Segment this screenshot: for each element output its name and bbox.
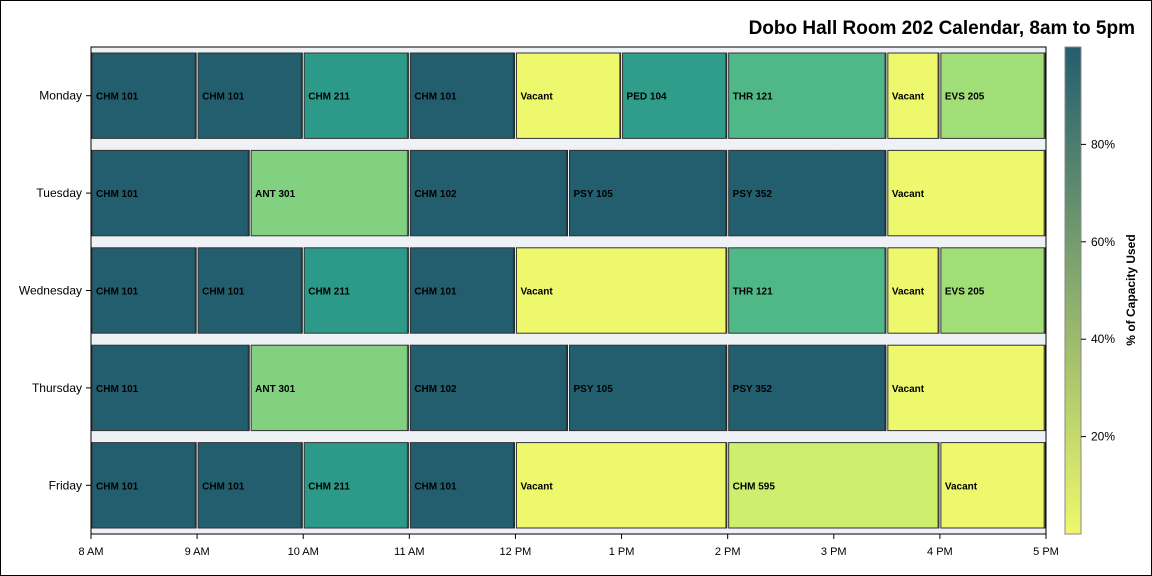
x-tick-label: 10 AM [288, 546, 319, 558]
booking-label: CHM 101 [96, 92, 139, 103]
colorbar-tick-label: 20% [1091, 430, 1115, 444]
colorbar-tick-label: 40% [1091, 332, 1115, 346]
y-tick-label: Wednesday [19, 284, 82, 298]
booking-bar [250, 344, 409, 432]
x-tick-label: 5 PM [1033, 546, 1059, 558]
x-tick-label: 8 AM [78, 546, 103, 558]
booking-label: PSY 105 [574, 189, 614, 200]
booking-label: PSY 105 [574, 384, 614, 395]
booking-bar [409, 442, 515, 529]
booking-label: CHM 101 [202, 481, 245, 492]
booking-bar [940, 247, 1046, 334]
booking-bar [303, 442, 409, 529]
booking-bar [515, 52, 622, 139]
booking-label: CHM 101 [414, 481, 457, 492]
y-tick-label: Monday [39, 89, 82, 103]
booking-bar [940, 52, 1046, 139]
x-tick-label: 12 PM [500, 546, 532, 558]
booking-label: CHM 101 [96, 481, 139, 492]
colorbar-gradient [1064, 46, 1082, 535]
x-tick-label: 1 PM [609, 546, 635, 558]
booking-label: Vacant [520, 92, 553, 103]
row-band [91, 339, 1046, 437]
booking-label: PSY 352 [733, 384, 773, 395]
booking-bar [91, 247, 197, 334]
booking-bar [91, 149, 250, 237]
booking-bar [728, 247, 887, 334]
booking-bar [91, 344, 250, 432]
booking-label: CHM 101 [96, 287, 139, 298]
booking-label: EVS 205 [945, 92, 985, 103]
booking-bar [515, 247, 728, 334]
bookings: CHM 101 CHM 101 CHM 211 CHM 101 Vacant PED 10… [91, 52, 1046, 529]
booking-bar [409, 149, 569, 237]
booking-label: Vacant [520, 481, 553, 492]
booking-bar [409, 344, 569, 432]
booking-bar [622, 52, 728, 139]
booking-bar [728, 344, 887, 432]
booking-label: Vacant [892, 92, 925, 103]
booking-label: CHM 102 [414, 384, 457, 395]
booking-label: Vacant [520, 287, 553, 298]
booking-bar [569, 344, 728, 432]
chart-title: Dobo Hall Room 202 Calendar, 8am to 5pm [749, 18, 1135, 39]
booking-label: EVS 205 [945, 287, 985, 298]
booking-label: CHM 101 [96, 384, 139, 395]
booking-label: ANT 301 [255, 189, 295, 200]
x-tick-label: 2 PM [715, 546, 741, 558]
booking-label: Vacant [945, 481, 978, 492]
booking-bar [197, 442, 303, 529]
y-tick-label: Friday [49, 478, 82, 492]
x-tick-label: 11 AM [394, 546, 424, 558]
booking-label: Vacant [892, 189, 925, 200]
colorbar: % of Capacity Used 20% 40% 60% 80% [1064, 46, 1138, 535]
booking-label: THR 121 [733, 287, 773, 298]
booking-bar [250, 149, 409, 237]
booking-bar [409, 52, 515, 139]
booking-label: CHM 211 [308, 287, 350, 298]
booking-label: THR 121 [733, 92, 773, 103]
booking-bar [197, 52, 303, 139]
booking-label: CHM 101 [414, 92, 457, 103]
x-tick-label: 3 PM [821, 546, 847, 558]
booking-bar [515, 442, 728, 529]
booking-label: CHM 101 [202, 287, 245, 298]
booking-label: CHM 101 [96, 189, 139, 200]
booking-bar [303, 52, 409, 139]
x-tick-label: 4 PM [927, 546, 953, 558]
booking-bar [728, 149, 887, 237]
booking-bar [91, 442, 197, 529]
booking-bar [569, 149, 728, 237]
booking-label: CHM 211 [308, 481, 350, 492]
booking-label: ANT 301 [255, 384, 295, 395]
booking-bar [728, 442, 940, 529]
row-band [91, 144, 1046, 242]
colorbar-title: % of Capacity Used [1124, 234, 1138, 345]
booking-label: Vacant [892, 287, 925, 298]
booking-bar [940, 442, 1046, 529]
booking-label: CHM 595 [733, 481, 776, 492]
booking-label: CHM 101 [414, 287, 457, 298]
booking-label: CHM 102 [414, 189, 457, 200]
booking-label: PSY 352 [733, 189, 773, 200]
booking-bar [728, 52, 887, 139]
booking-bar [197, 247, 303, 334]
colorbar-tick-label: 80% [1091, 137, 1115, 151]
x-tick-label: 9 AM [185, 546, 210, 558]
colorbar-tick-label: 60% [1091, 235, 1115, 249]
booking-bar [409, 247, 515, 334]
booking-label: CHM 101 [202, 92, 245, 103]
axes: Monday Tuesday Wednesday Thursday Friday 8 AM… [19, 46, 1059, 558]
y-tick-label: Tuesday [36, 186, 82, 200]
booking-label: PED 104 [627, 92, 667, 103]
booking-bar [91, 52, 197, 139]
booking-label: CHM 211 [308, 92, 350, 103]
booking-label: Vacant [892, 384, 925, 395]
booking-bar [887, 52, 940, 139]
y-tick-label: Thursday [32, 381, 82, 395]
